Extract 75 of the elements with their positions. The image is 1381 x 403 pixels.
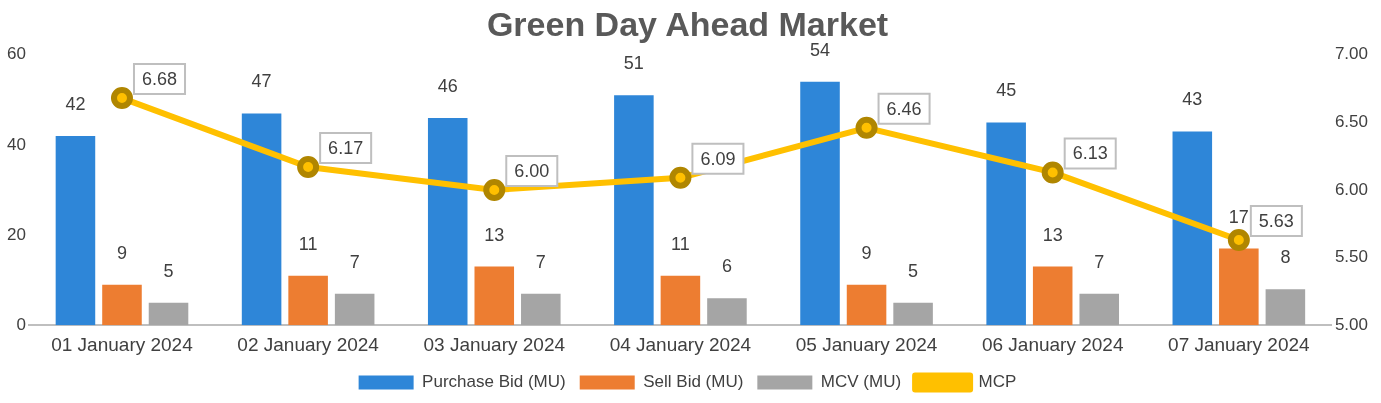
legend-label: MCV (MU) [820, 372, 902, 392]
bar [1172, 131, 1213, 326]
x-tick-label: 04 January 2024 [609, 333, 752, 355]
data-label: 13 [1042, 224, 1063, 245]
point [855, 116, 878, 139]
data-label: 42 [65, 93, 86, 114]
data-label: 5 [908, 260, 919, 281]
bar [427, 117, 468, 326]
point [1227, 229, 1250, 252]
legend-label: MCP [978, 372, 1017, 392]
bar [521, 293, 561, 326]
data-label: 6.09 [700, 148, 736, 169]
bar [241, 113, 282, 326]
bar [893, 302, 933, 326]
bar [846, 284, 887, 326]
legend-label: Purchase Bid (MU) [422, 372, 566, 392]
point [110, 87, 133, 110]
x-tick-label: 03 January 2024 [423, 333, 566, 355]
data-label: 7 [1094, 251, 1105, 272]
data-label: 43 [1182, 89, 1203, 110]
point [483, 179, 506, 201]
legend-label: Sell Bid (MU) [643, 372, 744, 392]
bar [1032, 266, 1073, 326]
bar [148, 302, 189, 326]
data-label: 17 [1228, 206, 1249, 227]
y-tick-label: 20 [6, 224, 26, 244]
x-tick-label: 02 January 2024 [237, 333, 380, 355]
bar [1079, 293, 1120, 326]
data-label: 51 [623, 53, 644, 74]
data-label: 11 [298, 233, 318, 254]
x-tick-label: 01 January 2024 [51, 333, 194, 355]
bar [660, 275, 701, 326]
data-label: 7 [349, 251, 360, 272]
bar [800, 81, 840, 326]
data-label: 9 [116, 242, 127, 263]
bar [55, 135, 96, 326]
bar [1265, 289, 1306, 326]
y-tick-label: 60 [6, 44, 26, 64]
data-label: 5.63 [1258, 210, 1294, 231]
data-label: 6.13 [1072, 143, 1108, 164]
x-tick-label: 06 January 2024 [981, 333, 1124, 355]
data-label: 46 [437, 75, 458, 96]
data-label: 11 [671, 233, 690, 254]
y2-tick-label: 6.00 [1334, 179, 1369, 199]
point [297, 156, 320, 179]
bar [288, 275, 328, 326]
x-tick-label: 07 January 2024 [1168, 333, 1311, 355]
bar [334, 293, 375, 326]
bar [1219, 248, 1259, 326]
data-label: 5 [163, 260, 174, 281]
y2-tick-label: 5.50 [1334, 247, 1369, 267]
y-tick-label: 40 [6, 134, 26, 154]
y2-tick-label: 6.50 [1334, 112, 1369, 132]
data-label: 6.46 [886, 98, 922, 119]
bar [707, 298, 747, 326]
data-label: 45 [996, 80, 1017, 101]
data-label: 6 [721, 256, 732, 277]
data-label: 13 [484, 224, 505, 245]
data-label: 6.68 [141, 69, 178, 90]
bar [102, 284, 142, 326]
y2-tick-label: 5.00 [1334, 314, 1369, 334]
point [669, 166, 692, 189]
bar [474, 266, 515, 326]
data-label: 6.17 [328, 137, 364, 158]
data-label: 6.00 [514, 160, 550, 181]
x-tick-label: 05 January 2024 [795, 333, 938, 355]
data-label: 47 [251, 71, 272, 92]
bar [614, 95, 654, 326]
y-tick-label: 0 [16, 314, 26, 334]
data-label: 9 [861, 242, 872, 263]
bar [986, 122, 1026, 326]
y2-tick-label: 7.00 [1334, 44, 1369, 64]
data-label: 7 [535, 251, 546, 272]
data-label: 8 [1280, 247, 1291, 268]
point [1041, 161, 1064, 184]
